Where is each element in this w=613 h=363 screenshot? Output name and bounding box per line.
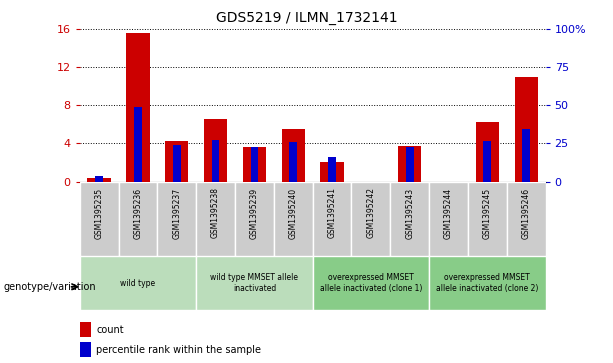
- Text: GSM1395244: GSM1395244: [444, 187, 453, 238]
- Text: wild type: wild type: [120, 279, 156, 287]
- Bar: [196, 182, 235, 256]
- Bar: [429, 256, 546, 310]
- Text: GSM1395235: GSM1395235: [94, 187, 104, 238]
- Bar: [80, 182, 118, 256]
- Bar: [80, 256, 196, 310]
- Bar: [398, 146, 421, 182]
- Bar: [165, 142, 188, 182]
- Bar: [406, 147, 414, 182]
- Text: GSM1395242: GSM1395242: [367, 187, 375, 238]
- Text: GSM1395238: GSM1395238: [211, 187, 220, 238]
- Bar: [281, 129, 305, 182]
- Bar: [126, 33, 150, 182]
- Text: GSM1395237: GSM1395237: [172, 187, 181, 238]
- Bar: [173, 145, 181, 182]
- Bar: [313, 256, 429, 310]
- Text: genotype/variation: genotype/variation: [3, 282, 96, 292]
- Text: GDS5219 / ILMN_1732141: GDS5219 / ILMN_1732141: [216, 11, 397, 25]
- Bar: [118, 182, 158, 256]
- Bar: [351, 182, 390, 256]
- Text: overexpressed MMSET
allele inactivated (clone 1): overexpressed MMSET allele inactivated (…: [319, 273, 422, 293]
- Text: wild type MMSET allele
inactivated: wild type MMSET allele inactivated: [210, 273, 299, 293]
- Text: GSM1395245: GSM1395245: [483, 187, 492, 238]
- Bar: [321, 163, 344, 182]
- Bar: [328, 157, 336, 182]
- Text: GSM1395246: GSM1395246: [522, 187, 531, 238]
- Bar: [196, 256, 313, 310]
- Text: percentile rank within the sample: percentile rank within the sample: [96, 345, 261, 355]
- Bar: [251, 147, 258, 182]
- Bar: [429, 182, 468, 256]
- Bar: [522, 129, 530, 182]
- Bar: [468, 182, 507, 256]
- Bar: [514, 77, 538, 182]
- Text: GSM1395236: GSM1395236: [134, 187, 142, 238]
- Text: GSM1395240: GSM1395240: [289, 187, 298, 238]
- Bar: [390, 182, 429, 256]
- Bar: [80, 342, 91, 357]
- Bar: [243, 147, 266, 182]
- Bar: [158, 182, 196, 256]
- Text: count: count: [96, 325, 124, 335]
- Bar: [507, 182, 546, 256]
- Bar: [289, 142, 297, 182]
- Bar: [88, 178, 111, 182]
- Text: GSM1395243: GSM1395243: [405, 187, 414, 238]
- Bar: [134, 107, 142, 182]
- Text: overexpressed MMSET
allele inactivated (clone 2): overexpressed MMSET allele inactivated (…: [436, 273, 539, 293]
- Bar: [235, 182, 274, 256]
- Bar: [95, 176, 103, 182]
- Bar: [484, 142, 491, 182]
- Text: GSM1395239: GSM1395239: [250, 187, 259, 238]
- Bar: [80, 322, 91, 338]
- Bar: [313, 182, 351, 256]
- Bar: [204, 119, 227, 182]
- Bar: [211, 140, 219, 182]
- Bar: [274, 182, 313, 256]
- Text: GSM1395241: GSM1395241: [327, 187, 337, 238]
- Bar: [476, 122, 499, 182]
